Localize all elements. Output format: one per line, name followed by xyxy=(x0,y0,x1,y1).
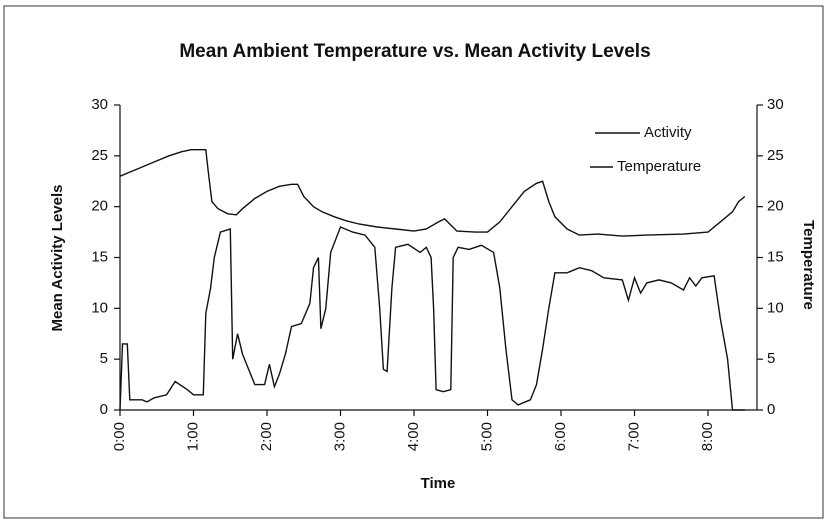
legend-label: Activity xyxy=(644,124,692,141)
y-tick-label: 15 xyxy=(91,248,108,265)
frame xyxy=(3,5,824,519)
y-tick-label: 30 xyxy=(91,96,108,113)
x-tick-label: 7:00 xyxy=(625,422,642,451)
y2-tick-label: 30 xyxy=(767,96,784,113)
x-tick-label: 3:00 xyxy=(331,422,348,451)
y-tick-label: 10 xyxy=(91,299,108,316)
x-tick-label: 0:00 xyxy=(111,422,128,451)
x-tick-label: 2:00 xyxy=(258,422,275,451)
series-line xyxy=(119,226,745,411)
x-tick-label: 6:00 xyxy=(552,422,569,451)
x-tick-label: 5:00 xyxy=(478,422,495,451)
y-tick-label: 5 xyxy=(100,350,108,367)
x-axis-label: Time xyxy=(421,475,456,492)
x-tick-label: 4:00 xyxy=(405,422,422,451)
y2-tick-label: 0 xyxy=(767,401,775,418)
y2-tick-label: 15 xyxy=(767,248,784,265)
y-tick-label: 25 xyxy=(91,147,108,164)
y2-tick-label: 10 xyxy=(767,299,784,316)
x-tick-label: 8:00 xyxy=(699,422,716,451)
y2-tick-label: 5 xyxy=(767,350,775,367)
y-tick-label: 0 xyxy=(100,401,108,418)
x-tick-label: 1:00 xyxy=(184,422,201,451)
y2-tick-label: 20 xyxy=(767,198,784,215)
y-axis-label: Mean Activity Levels xyxy=(49,184,66,331)
y-tick-label: 20 xyxy=(91,198,108,215)
y2-tick-label: 25 xyxy=(767,147,784,164)
chart-title: Mean Ambient Temperature vs. Mean Activi… xyxy=(179,41,650,62)
series-line xyxy=(119,148,746,237)
legend-label: Temperature xyxy=(617,158,701,175)
y2-axis-label: Temperature xyxy=(800,220,817,310)
